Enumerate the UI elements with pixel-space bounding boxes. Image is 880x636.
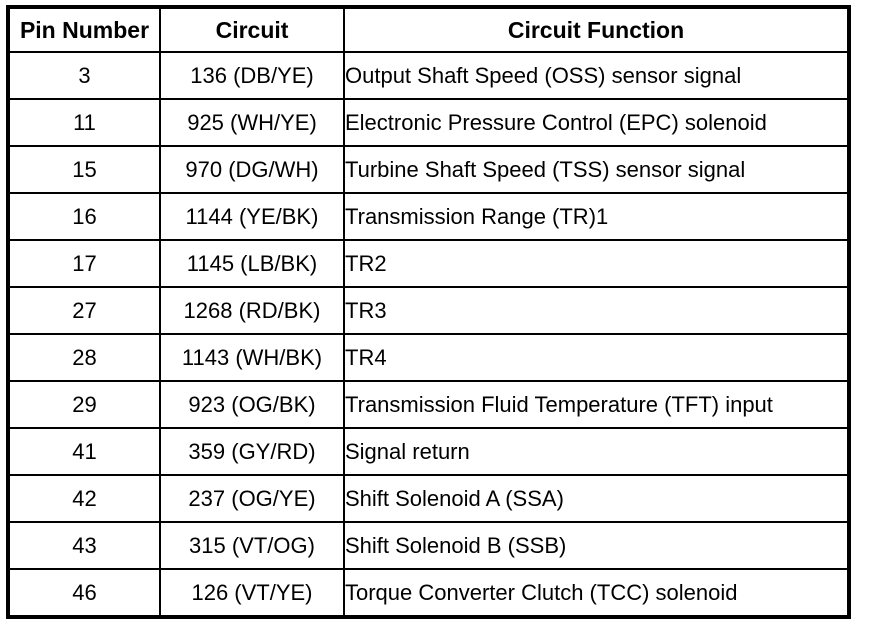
pin-cell: 43 — [7, 521, 161, 570]
circuit-function-cell: Electronic Pressure Control (EPC) soleno… — [343, 98, 850, 147]
circuit-function-cell: Shift Solenoid B (SSB) — [343, 521, 850, 570]
table-row: 3 136 (DB/YE) Output Shaft Speed (OSS) s… — [7, 51, 850, 100]
circuit-function-cell: TR3 — [343, 286, 850, 335]
pin-cell: 3 — [7, 51, 161, 100]
circuit-cell: 237 (OG/YE) — [159, 474, 345, 523]
circuit-cell: 1143 (WH/BK) — [159, 333, 345, 382]
pin-cell: 41 — [7, 427, 161, 476]
circuit-function-cell: TR4 — [343, 333, 850, 382]
table-row: 46 126 (VT/YE) Torque Converter Clutch (… — [7, 568, 850, 618]
circuit-function-cell: Signal return — [343, 427, 850, 476]
circuit-cell: 126 (VT/YE) — [159, 568, 345, 618]
circuit-cell: 315 (VT/OG) — [159, 521, 345, 570]
circuit-cell: 1145 (LB/BK) — [159, 239, 345, 288]
circuit-cell: 1268 (RD/BK) — [159, 286, 345, 335]
pin-cell: 27 — [7, 286, 161, 335]
circuit-cell: 923 (OG/BK) — [159, 380, 345, 429]
header-row: Pin Number Circuit Circuit Function — [7, 6, 850, 53]
pin-cell: 15 — [7, 145, 161, 194]
table-row: 29 923 (OG/BK) Transmission Fluid Temper… — [7, 380, 850, 429]
circuit-function-cell: Output Shaft Speed (OSS) sensor signal — [343, 51, 850, 100]
circuit-function-cell: Torque Converter Clutch (TCC) solenoid — [343, 568, 850, 618]
pin-cell: 11 — [7, 98, 161, 147]
pin-cell: 29 — [7, 380, 161, 429]
circuit-cell: 136 (DB/YE) — [159, 51, 345, 100]
circuit-function-cell: Transmission Range (TR)1 — [343, 192, 850, 241]
pin-cell: 16 — [7, 192, 161, 241]
pin-cell: 28 — [7, 333, 161, 382]
circuit-cell: 970 (DG/WH) — [159, 145, 345, 194]
circuit-function-cell: TR2 — [343, 239, 850, 288]
circuit-function-cell: Shift Solenoid A (SSA) — [343, 474, 850, 523]
pin-circuit-table: Pin Number Circuit Circuit Function 3 13… — [6, 5, 851, 619]
table-row: 16 1144 (YE/BK) Transmission Range (TR)1 — [7, 192, 850, 241]
table-row: 11 925 (WH/YE) Electronic Pressure Contr… — [7, 98, 850, 147]
circuit-function-cell: Turbine Shaft Speed (TSS) sensor signal — [343, 145, 850, 194]
pin-cell: 17 — [7, 239, 161, 288]
column-header-circuit-function: Circuit Function — [343, 6, 850, 53]
circuit-cell: 1144 (YE/BK) — [159, 192, 345, 241]
pin-cell: 42 — [7, 474, 161, 523]
table-row: 27 1268 (RD/BK) TR3 — [7, 286, 850, 335]
table-row: 43 315 (VT/OG) Shift Solenoid B (SSB) — [7, 521, 850, 570]
column-header-pin-number: Pin Number — [7, 6, 161, 53]
table-row: 41 359 (GY/RD) Signal return — [7, 427, 850, 476]
table-row: 28 1143 (WH/BK) TR4 — [7, 333, 850, 382]
table-row: 15 970 (DG/WH) Turbine Shaft Speed (TSS)… — [7, 145, 850, 194]
circuit-function-cell: Transmission Fluid Temperature (TFT) inp… — [343, 380, 850, 429]
pin-cell: 46 — [7, 568, 161, 618]
table-row: 42 237 (OG/YE) Shift Solenoid A (SSA) — [7, 474, 850, 523]
circuit-cell: 925 (WH/YE) — [159, 98, 345, 147]
table-row: 17 1145 (LB/BK) TR2 — [7, 239, 850, 288]
column-header-circuit: Circuit — [159, 6, 345, 53]
circuit-cell: 359 (GY/RD) — [159, 427, 345, 476]
